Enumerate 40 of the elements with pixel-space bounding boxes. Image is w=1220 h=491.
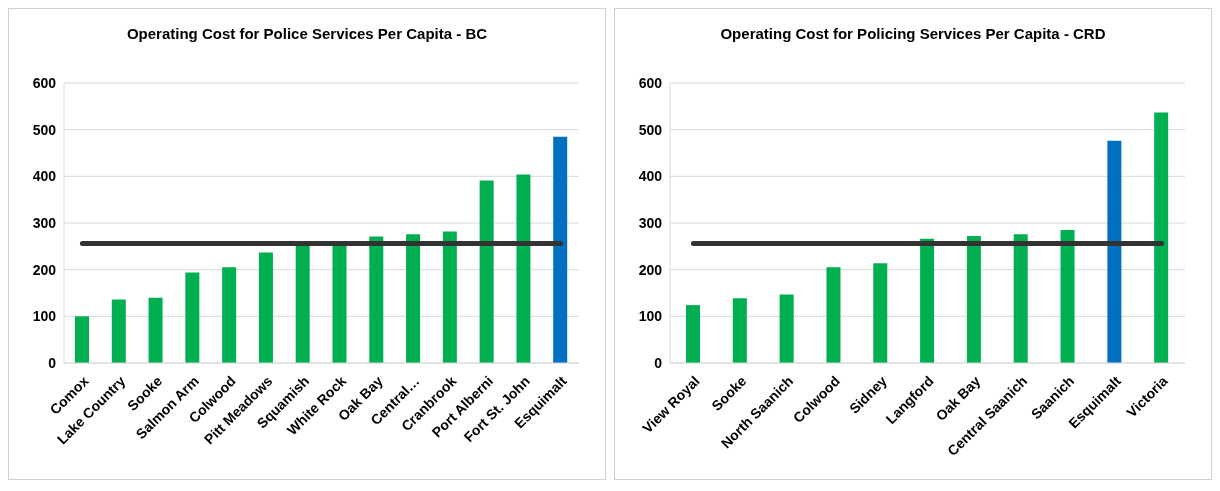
bar xyxy=(479,180,494,363)
bar xyxy=(920,238,935,363)
y-tick-label: 600 xyxy=(32,74,57,91)
y-tick-label: 0 xyxy=(48,354,57,371)
bar xyxy=(369,236,384,363)
bar xyxy=(1013,234,1028,363)
bar xyxy=(779,294,794,363)
chart-title: Operating Cost for Policing Services Per Capita - CRD xyxy=(719,24,1107,44)
bar xyxy=(111,299,126,363)
y-tick-label: 200 xyxy=(32,261,57,278)
chart-title: Operating Cost for Police Services Per Capita - BC xyxy=(125,24,489,44)
bar xyxy=(148,297,163,363)
bar xyxy=(1154,112,1169,363)
bar xyxy=(966,236,981,363)
bar xyxy=(553,136,568,363)
y-tick-label: 600 xyxy=(638,74,663,91)
bar xyxy=(406,234,421,363)
y-tick-label: 100 xyxy=(32,308,57,325)
bar xyxy=(516,174,531,363)
y-tick-label: 200 xyxy=(638,261,663,278)
bar xyxy=(295,244,310,363)
bar xyxy=(1060,230,1075,363)
bar xyxy=(732,298,747,363)
bar xyxy=(185,272,200,363)
bar xyxy=(75,316,89,363)
y-tick-label: 500 xyxy=(32,121,57,138)
y-tick-label: 300 xyxy=(32,214,57,231)
bar xyxy=(1107,140,1122,363)
bar xyxy=(873,263,888,363)
y-tick-label: 500 xyxy=(638,121,663,138)
y-tick-label: 0 xyxy=(654,354,663,371)
y-tick-label: 100 xyxy=(638,308,663,325)
y-tick-label: 400 xyxy=(32,168,57,185)
bar xyxy=(826,267,841,363)
bar xyxy=(222,267,237,363)
bar xyxy=(258,252,273,363)
bar xyxy=(442,231,457,363)
y-tick-label: 400 xyxy=(638,168,663,185)
y-tick-label: 300 xyxy=(638,214,663,231)
bar xyxy=(686,305,700,363)
